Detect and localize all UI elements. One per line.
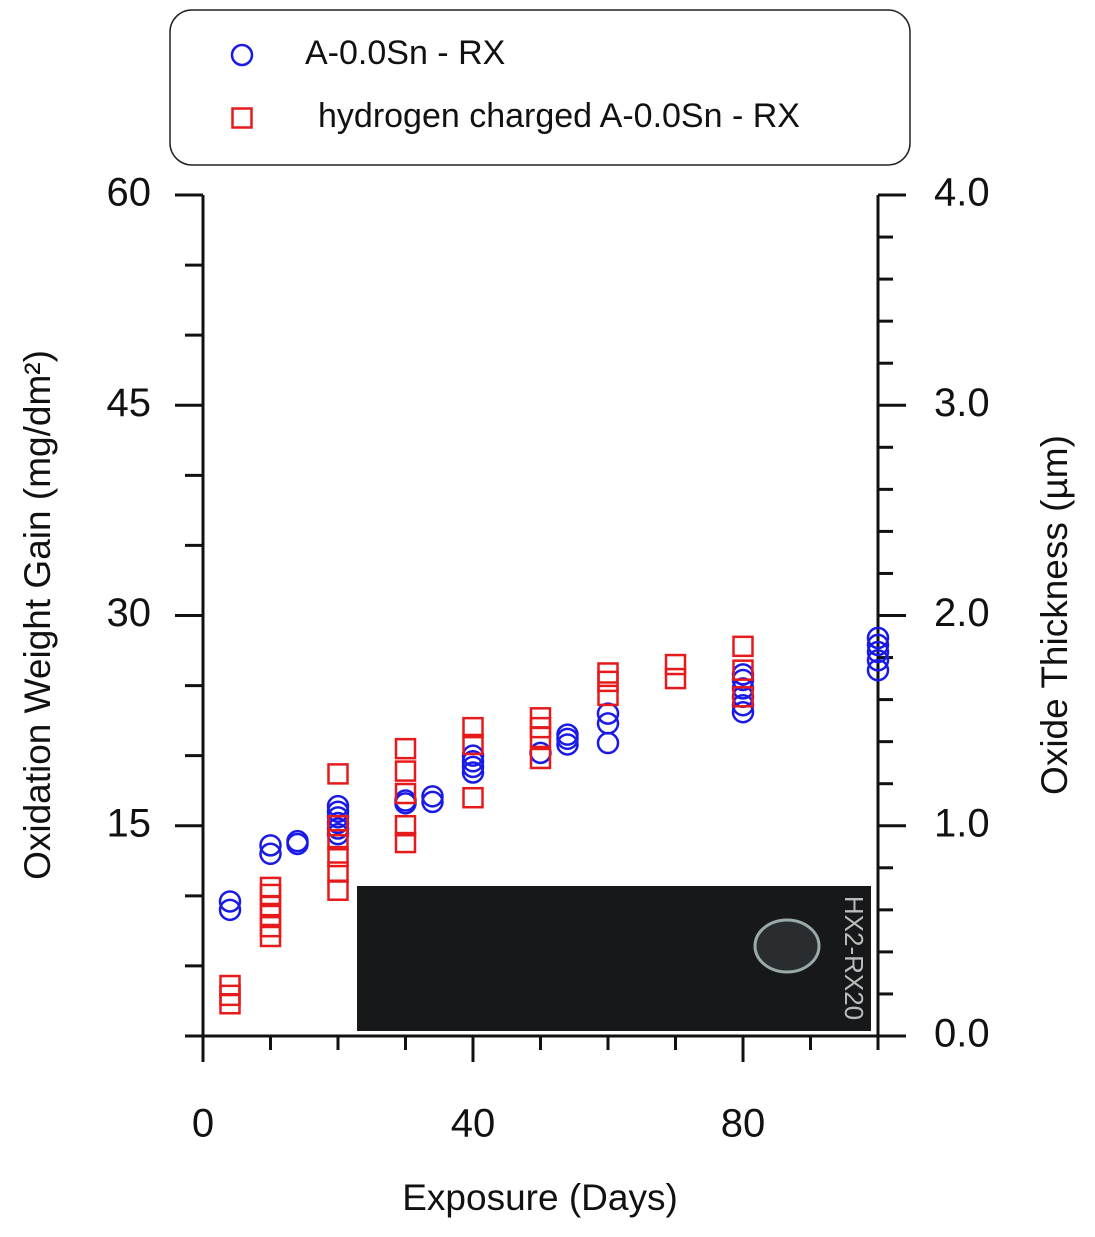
data-point — [461, 750, 485, 773]
data-point — [731, 700, 755, 724]
data-point — [732, 635, 754, 658]
data-point — [866, 626, 890, 650]
y-tick-label: 45 — [107, 381, 152, 425]
legend-marker — [230, 43, 254, 67]
data-point — [732, 686, 754, 708]
inset-hole — [753, 918, 821, 974]
y2-tick-label: 2.0 — [934, 591, 990, 635]
y2-tick-label: 0.0 — [934, 1012, 990, 1056]
data-point — [219, 974, 241, 997]
y2-tick-label: 4.0 — [934, 171, 990, 215]
legend-marker — [231, 107, 253, 129]
data-point — [462, 733, 484, 756]
data-point — [327, 815, 349, 837]
data-point — [596, 731, 620, 755]
inset-text: HX2-RX20 — [839, 896, 869, 1020]
data-point — [218, 890, 242, 913]
data-point — [556, 723, 579, 746]
data-point — [259, 883, 282, 906]
data-point — [326, 800, 350, 823]
legend-label: A-0.0Sn - RX — [305, 34, 505, 72]
data-point — [461, 755, 485, 779]
data-point — [259, 834, 282, 857]
data-point — [596, 702, 620, 725]
data-point — [327, 829, 349, 851]
data-point — [866, 633, 890, 657]
data-point — [286, 829, 309, 853]
data-point — [259, 842, 282, 866]
x-tick-label: 80 — [721, 1102, 766, 1146]
y-tick-label: 60 — [107, 171, 152, 215]
y-axis-title: Oxidation Weight Gain (mg/dm²) — [17, 350, 58, 880]
data-point — [597, 684, 619, 707]
x-tick-label: 40 — [451, 1102, 496, 1146]
data-point — [259, 876, 282, 899]
data-point — [866, 649, 890, 672]
data-point — [866, 658, 890, 682]
data-point — [866, 640, 890, 664]
data-point — [421, 790, 444, 814]
data-point — [664, 667, 687, 690]
data-point — [529, 747, 552, 770]
data-point — [327, 879, 349, 901]
y2-axis-title: Oxide Thickness (µm) — [1034, 435, 1075, 795]
y-tick-label: 15 — [107, 801, 152, 845]
data-point — [461, 744, 485, 767]
x-tick-label: 0 — [192, 1102, 214, 1146]
data-point — [461, 761, 485, 784]
data-point — [394, 782, 417, 805]
data-point — [732, 659, 754, 681]
y2-tick-label: 1.0 — [934, 801, 990, 845]
data-point — [462, 786, 484, 809]
data-point — [394, 815, 417, 837]
y-tick-label: 30 — [107, 591, 152, 635]
data-point — [421, 785, 444, 808]
data-point — [327, 845, 349, 868]
data-point — [218, 898, 242, 922]
legend-box — [169, 9, 911, 166]
data-point — [394, 737, 417, 760]
data-point — [327, 861, 349, 883]
data-point — [259, 915, 282, 938]
data-point — [529, 707, 552, 729]
data-point — [556, 733, 579, 756]
x-axis-title: Exposure (Days) — [402, 1177, 678, 1218]
data-point — [327, 763, 349, 785]
data-point — [394, 760, 417, 782]
data-point — [462, 716, 484, 739]
y2-tick-label: 3.0 — [934, 381, 990, 425]
data-point — [596, 712, 620, 735]
data-point — [597, 662, 619, 684]
data-point — [664, 653, 687, 676]
data-point — [394, 831, 417, 854]
legend-label: hydrogen charged A-0.0Sn - RX — [318, 97, 800, 135]
